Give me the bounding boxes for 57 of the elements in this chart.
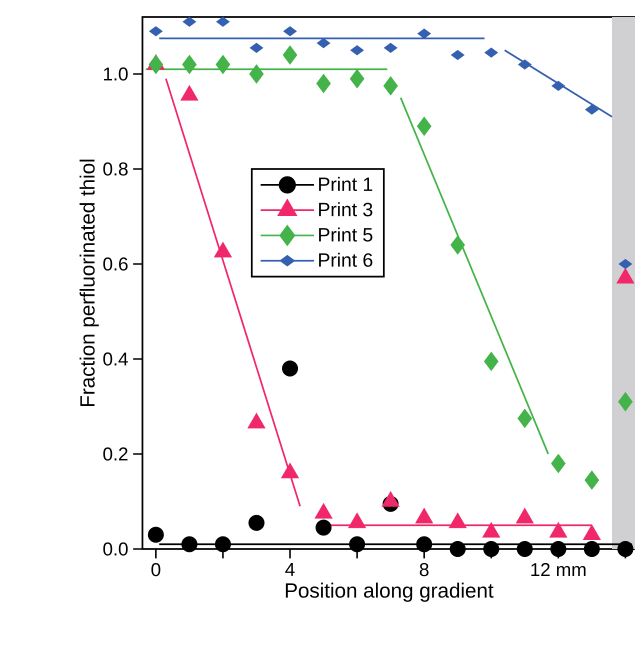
point xyxy=(148,526,164,543)
point xyxy=(350,45,364,56)
point xyxy=(283,26,297,36)
point xyxy=(181,536,198,552)
point xyxy=(348,536,365,552)
point xyxy=(316,74,331,94)
point xyxy=(248,514,264,531)
y-tick-label: 1.0 xyxy=(104,67,128,81)
y-tick-label: 0.4 xyxy=(103,352,128,366)
legend-label: Print 5 xyxy=(318,227,372,242)
point xyxy=(282,45,298,65)
point xyxy=(516,541,533,557)
point xyxy=(450,235,465,255)
point xyxy=(315,520,332,536)
x-tick-label: 12 mm xyxy=(531,563,586,576)
x-tick-label: 0 xyxy=(151,563,160,576)
y-tick-label: 0.6 xyxy=(103,257,128,271)
y-tick-label: 0.8 xyxy=(103,162,128,176)
legend-label: Print 6 xyxy=(318,252,372,267)
point xyxy=(216,16,230,27)
point xyxy=(282,360,298,376)
point xyxy=(450,50,464,60)
point xyxy=(316,38,330,48)
point xyxy=(416,536,432,552)
point xyxy=(148,54,163,74)
y-tick-label: 0.2 xyxy=(103,447,128,461)
point xyxy=(484,352,498,371)
point xyxy=(518,59,532,70)
x-tick-label: 4 xyxy=(285,563,294,576)
point xyxy=(383,76,398,96)
point xyxy=(584,104,598,115)
point xyxy=(449,541,466,557)
point xyxy=(350,69,364,88)
point xyxy=(484,48,498,58)
point xyxy=(416,116,432,136)
point xyxy=(182,16,196,27)
point xyxy=(550,541,566,557)
point xyxy=(249,42,264,53)
y-axis-title: Fraction perfluorinated thiol xyxy=(79,160,99,406)
point xyxy=(417,28,431,39)
point xyxy=(483,541,500,557)
point xyxy=(148,26,162,36)
point xyxy=(215,54,230,74)
point xyxy=(384,42,398,53)
point xyxy=(214,536,231,552)
point xyxy=(517,408,532,428)
point xyxy=(584,470,599,490)
point xyxy=(550,454,566,474)
point xyxy=(248,64,264,84)
point xyxy=(182,54,196,74)
x-tick-label: 8 xyxy=(420,563,428,576)
point xyxy=(551,80,565,91)
x-axis-title: Position along gradient xyxy=(286,582,494,602)
legend-label: Print 3 xyxy=(318,202,372,216)
y-tick-label: 0.0 xyxy=(103,542,128,556)
point xyxy=(584,541,600,557)
legend-label: Print 1 xyxy=(318,176,372,192)
